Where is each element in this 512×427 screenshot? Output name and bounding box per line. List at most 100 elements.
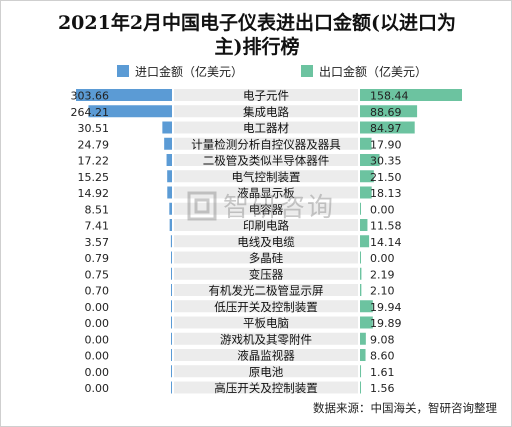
category-label: 计量检测分析自控仪器及器具 xyxy=(191,137,341,151)
import-bar xyxy=(171,267,172,280)
export-value-label: 1.61 xyxy=(370,366,395,379)
export-bar xyxy=(360,332,366,345)
category-label: 二极管及类似半导体器件 xyxy=(203,154,330,168)
category-band xyxy=(174,284,358,296)
category-band xyxy=(174,267,358,280)
export-bar xyxy=(360,284,362,296)
export-bar xyxy=(360,202,361,215)
category-band xyxy=(174,170,358,183)
legend-export: 出口金额（亿美元） xyxy=(301,63,427,79)
category-label: 液晶显示板 xyxy=(237,186,295,200)
import-value-label: 8.51 xyxy=(85,203,110,216)
import-bar xyxy=(171,332,172,345)
category-label: 电气控制装置 xyxy=(232,170,301,184)
category-label: 平板电脑 xyxy=(243,316,289,330)
export-bar xyxy=(360,235,370,248)
export-bar xyxy=(360,251,361,264)
category-band xyxy=(174,202,358,215)
export-value-label: 2.19 xyxy=(370,268,395,281)
category-label: 游戏机及其零附件 xyxy=(220,332,312,346)
category-label: 电容器 xyxy=(249,202,284,216)
category-band xyxy=(174,332,358,345)
category-label: 电线及电缆 xyxy=(237,235,295,249)
export-value-label: 21.50 xyxy=(370,171,402,184)
chart-title: 2021年2月中国电子仪表进出口金额(以进口为 主)排行榜 xyxy=(1,11,512,59)
export-bar xyxy=(360,381,362,394)
import-value-label: 17.22 xyxy=(78,155,110,168)
export-bar xyxy=(360,154,380,166)
import-bar xyxy=(171,284,172,296)
category-band xyxy=(174,349,358,361)
export-bar xyxy=(360,89,462,101)
import-bar xyxy=(171,316,172,329)
import-bar xyxy=(76,89,172,101)
legend-export-swatch xyxy=(301,65,313,77)
import-value-label: 0.70 xyxy=(85,285,110,298)
import-value-label: 0.00 xyxy=(85,317,110,330)
export-value-label: 158.44 xyxy=(370,90,409,103)
export-value-label: 0.00 xyxy=(370,203,395,216)
export-bar xyxy=(360,137,372,150)
category-label: 多晶硅 xyxy=(249,251,284,265)
category-label: 原电池 xyxy=(249,365,284,379)
import-value-label: 24.79 xyxy=(78,138,110,151)
export-value-label: 18.13 xyxy=(370,187,402,200)
import-value-label: 0.00 xyxy=(85,333,110,346)
import-bar xyxy=(171,251,172,264)
import-value-label: 7.41 xyxy=(85,220,110,233)
export-value-label: 0.00 xyxy=(370,252,395,265)
export-bar xyxy=(360,186,372,199)
category-band xyxy=(174,105,358,118)
export-value-label: 19.89 xyxy=(370,317,402,330)
import-bar xyxy=(88,105,172,118)
import-bar xyxy=(169,219,172,231)
category-band xyxy=(174,186,358,199)
category-label: 印刷电路 xyxy=(243,219,289,233)
export-bar xyxy=(360,349,366,361)
category-label: 电工器材 xyxy=(243,121,289,135)
export-value-label: 84.97 xyxy=(370,122,402,135)
chart-title-line1: 2021年2月中国电子仪表进出口金额(以进口为 xyxy=(57,12,457,34)
import-value-label: 0.00 xyxy=(85,366,110,379)
export-value-label: 19.94 xyxy=(370,301,402,314)
export-value-label: 2.10 xyxy=(370,285,395,298)
import-bar xyxy=(167,170,172,183)
export-bar xyxy=(360,267,362,280)
import-value-label: 30.51 xyxy=(78,122,110,135)
import-value-label: 0.79 xyxy=(85,252,110,265)
import-value-label: 0.75 xyxy=(85,268,110,281)
category-band xyxy=(174,154,358,166)
category-band xyxy=(174,381,358,394)
import-bar xyxy=(166,154,172,166)
category-band xyxy=(174,235,358,248)
category-label: 高压开关及控制装置 xyxy=(214,381,318,395)
export-bar xyxy=(360,300,373,313)
category-band xyxy=(174,137,358,150)
export-value-label: 9.08 xyxy=(370,333,395,346)
category-band xyxy=(174,219,358,231)
import-value-label: 0.00 xyxy=(85,382,110,395)
category-label: 低压开关及控制装置 xyxy=(214,300,318,314)
import-bar xyxy=(171,300,172,313)
legend-import: 进口金额（亿美元） xyxy=(117,63,243,79)
category-band xyxy=(174,89,358,101)
export-value-label: 14.14 xyxy=(370,236,402,249)
export-value-label: 11.58 xyxy=(370,220,402,233)
import-value-label: 303.66 xyxy=(71,90,110,103)
category-label: 液晶监视器 xyxy=(237,349,295,363)
legend-export-label: 出口金额（亿美元） xyxy=(319,64,428,79)
category-label: 电子元件 xyxy=(243,89,289,103)
export-bar xyxy=(360,316,373,329)
import-bar xyxy=(162,121,172,134)
import-bar xyxy=(169,202,172,215)
data-source: 数据来源：中国海关，智研咨询整理 xyxy=(313,401,497,415)
category-band xyxy=(174,365,358,378)
import-value-label: 0.00 xyxy=(85,301,110,314)
legend-import-label: 进口金额（亿美元） xyxy=(135,64,244,79)
category-band xyxy=(174,121,358,134)
category-label: 有机发光二极管显示屏 xyxy=(209,284,324,298)
export-value-label: 88.69 xyxy=(370,106,402,119)
export-bar xyxy=(360,170,374,183)
export-value-label: 1.56 xyxy=(370,382,395,395)
